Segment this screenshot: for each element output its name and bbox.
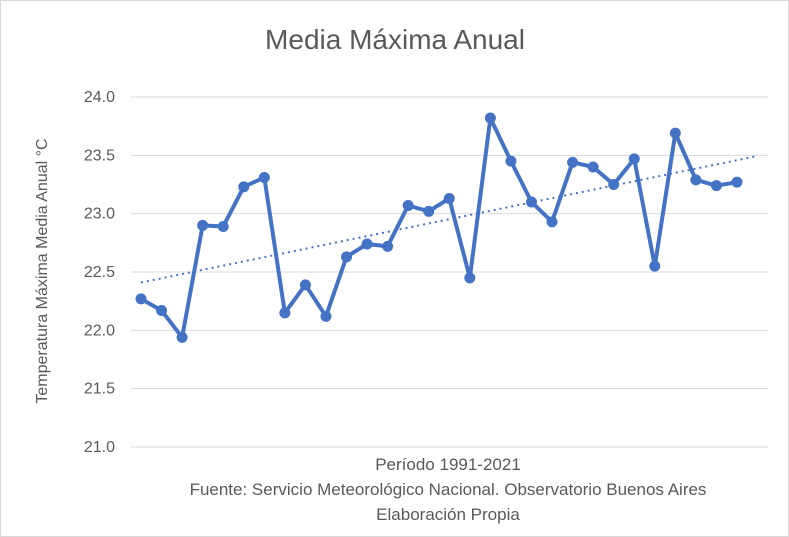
data-point bbox=[484, 112, 496, 124]
data-point bbox=[443, 193, 455, 204]
data-point bbox=[649, 260, 661, 272]
data-point bbox=[402, 200, 414, 211]
data-point bbox=[156, 305, 168, 316]
data-point bbox=[567, 156, 579, 168]
x-axis-label: Período 1991-2021 bbox=[375, 455, 521, 474]
data-point bbox=[217, 221, 229, 232]
y-tick-label: 23.5 bbox=[84, 147, 115, 164]
data-point bbox=[176, 331, 188, 343]
data-point bbox=[669, 127, 681, 139]
data-point bbox=[238, 181, 250, 193]
data-point bbox=[731, 176, 743, 188]
y-tick-label: 21.5 bbox=[84, 381, 115, 398]
data-point bbox=[608, 179, 620, 190]
y-tick-label: 23.0 bbox=[84, 206, 115, 223]
data-point bbox=[628, 153, 640, 165]
data-point bbox=[525, 196, 537, 208]
data-point bbox=[279, 307, 291, 319]
data-point bbox=[505, 155, 517, 167]
data-point bbox=[710, 180, 722, 192]
series-line bbox=[139, 116, 739, 340]
data-point bbox=[341, 251, 353, 263]
data-point bbox=[197, 219, 209, 231]
data-point bbox=[361, 238, 373, 250]
data-point bbox=[587, 161, 599, 173]
trend-line bbox=[140, 155, 756, 284]
data-points bbox=[135, 112, 743, 343]
y-tick-label: 22.0 bbox=[84, 322, 115, 339]
chart-title: Media Máxima Anual bbox=[265, 24, 525, 55]
y-tick-label: 22.5 bbox=[84, 264, 115, 281]
y-tick-label: 21.0 bbox=[84, 439, 115, 456]
source-note: Fuente: Servicio Meteorológico Nacional.… bbox=[190, 480, 707, 499]
data-point bbox=[546, 216, 558, 228]
credit-note: Elaboración Propia bbox=[376, 505, 520, 524]
y-tick-label: 24.0 bbox=[84, 89, 115, 106]
data-point bbox=[423, 205, 435, 217]
data-point bbox=[135, 293, 147, 305]
data-point bbox=[464, 272, 476, 284]
data-point bbox=[382, 240, 394, 252]
data-point bbox=[690, 174, 702, 186]
data-point bbox=[299, 279, 311, 291]
data-point bbox=[320, 310, 332, 322]
y-axis-label: Temperatura Máxima Media Anual °C bbox=[34, 138, 51, 403]
y-axis-ticks: 21.0 21.5 22.0 22.5 23.0 23.5 24.0 bbox=[84, 89, 115, 456]
gridlines bbox=[131, 96, 768, 448]
data-point bbox=[258, 172, 270, 183]
